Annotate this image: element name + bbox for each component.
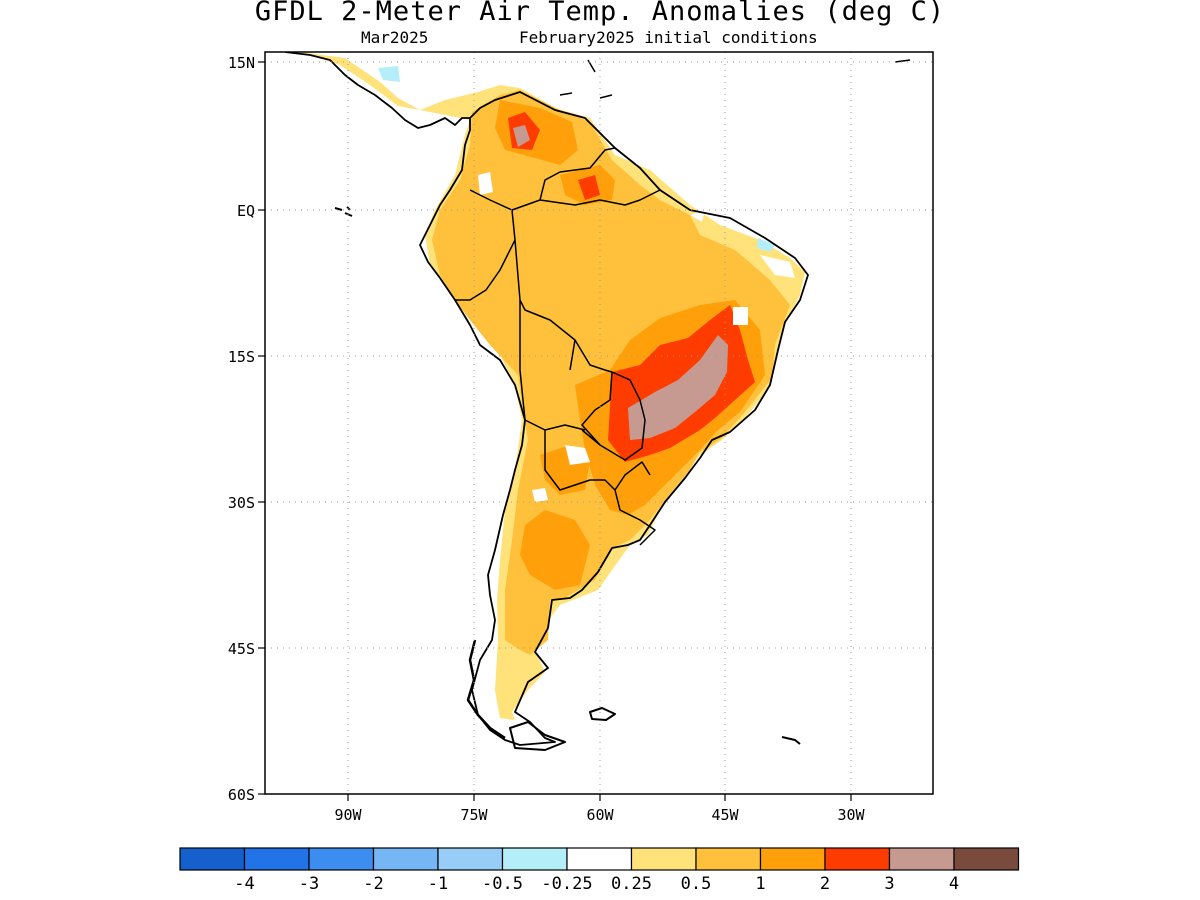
lat-tick-label: 15S [228,348,255,366]
tierra-del-fuego [509,721,566,751]
colorbar-label: -1 [428,874,448,894]
colorbar-label: -2 [363,874,383,894]
anomaly-field [300,52,805,720]
country-borders [455,147,661,546]
colorbar-swatch [759,847,826,871]
map-frame [264,51,934,795]
colorbar-swatch [695,847,762,871]
caribbean-islands [559,59,911,99]
lon-tick-label: 30W [837,806,865,824]
colorbar-label: 1 [755,874,765,894]
chile-fjords [466,639,506,740]
lat-tick-label: 60S [228,786,255,804]
galapagos-islands [334,206,353,217]
colorbar-swatch [308,847,375,871]
colorbar-swatch [243,847,310,871]
central-america-coastline [284,52,470,129]
colorbar-label: 0.5 [681,874,712,894]
latitude-axis: 15N EQ 15S 30S 45S 60S [228,54,265,804]
lon-tick-label: 75W [460,806,488,824]
colorbar-label: -0.5 [482,874,523,894]
lon-tick-label: 90W [334,806,362,824]
lat-tick-label: EQ [237,202,255,220]
forecast-month: Mar2025 [361,28,429,47]
colorbar-swatch [888,847,955,871]
colorbar-swatch [437,847,504,871]
colorbar-swatch [566,847,633,871]
colorbar-label: -4 [234,874,254,894]
colorbar-swatch [372,847,439,871]
initial-conditions: February2025 initial conditions [519,28,818,47]
colorbar-swatch [824,847,891,871]
lat-tick-label: 30S [228,494,255,512]
south-america-coastline [419,91,809,746]
colorbar-swatch [501,847,568,871]
lat-tick-label: 45S [228,640,255,658]
colorbar-swatch [630,847,697,871]
coastlines [284,52,911,751]
falkland-islands [589,707,616,721]
south-georgia [781,736,801,745]
colorbar-swatch [953,847,1020,871]
land-shading-warm [495,100,765,590]
colorbar-swatch [179,847,246,871]
map-title: GFDL 2-Meter Air Temp. Anomalies (deg C) [254,0,946,27]
colorbar-label: 2 [820,874,830,894]
lon-tick-label: 60W [586,806,614,824]
colorbar: -4 -3 -2 -1 -0.5 -0.25 0.25 0.5 1 2 3 4 [179,847,1020,894]
colorbar-label: 3 [884,874,894,894]
colorbar-label: 0.25 [611,874,652,894]
longitude-axis: 90W 75W 60W 45W 30W [334,794,866,824]
colorbar-label: 4 [949,874,959,894]
lat-tick-label: 15N [228,54,255,72]
lon-tick-label: 45W [711,806,739,824]
grid-lines [265,52,933,794]
colorbar-label: -0.25 [541,874,592,894]
colorbar-label: -3 [299,874,319,894]
